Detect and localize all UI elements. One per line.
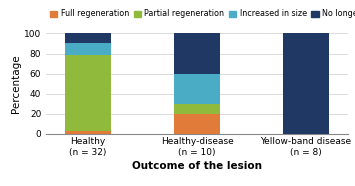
Bar [65,55,111,131]
Bar [65,131,111,134]
Bar [174,74,220,104]
Bar [174,33,220,74]
X-axis label: Outcome of the lesion: Outcome of the lesion [132,161,262,171]
Bar [174,114,220,134]
Bar [283,33,329,134]
Legend: Full regeneration, Partial regeneration, Increased in size, No longer enclosed b: Full regeneration, Partial regeneration,… [50,9,355,18]
Y-axis label: Percentage: Percentage [11,54,21,113]
Bar [174,104,220,114]
Bar [65,43,111,55]
Bar [65,33,111,43]
